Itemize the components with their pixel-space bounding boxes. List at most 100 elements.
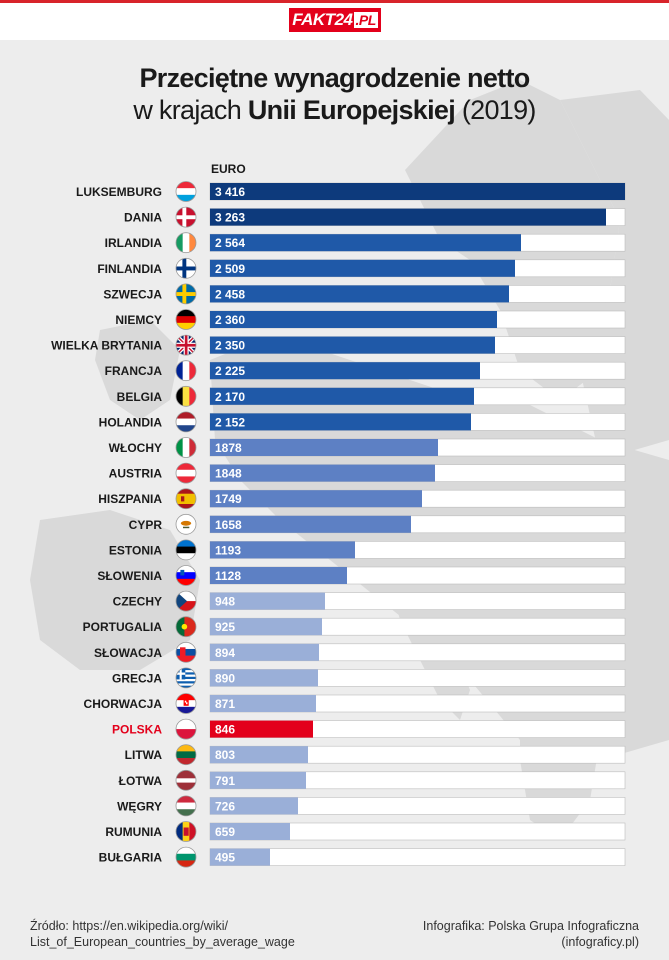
flag-outline — [175, 744, 197, 766]
logo-main-text: FAKT24 — [292, 10, 353, 29]
bar-value-label: 3 263 — [215, 211, 245, 225]
bar — [210, 183, 625, 200]
bar — [210, 643, 319, 661]
bar-value-label: 726 — [215, 799, 235, 813]
latvia-flag-icon — [176, 770, 196, 791]
bar — [210, 848, 270, 866]
netherlands-flag-icon — [176, 411, 196, 432]
austria-flag-icon — [176, 463, 196, 484]
title-line-1: Przeciętne wynagrodzenie netto — [139, 63, 530, 93]
ireland-flag-icon — [176, 232, 196, 253]
czechia-flag-icon — [176, 591, 196, 612]
bar — [210, 515, 411, 533]
flag-outline — [175, 513, 197, 535]
credit-line-2: (infograficy.pl) — [561, 935, 639, 949]
country-label: SŁOWACJA — [94, 646, 162, 660]
bar-value-label: 2 350 — [215, 339, 245, 353]
flag-outline — [175, 718, 197, 740]
country-label: ESTONIA — [109, 543, 162, 557]
country-label: POLSKA — [112, 723, 162, 737]
bar-value-label: 2 360 — [215, 313, 245, 327]
bar — [210, 669, 318, 687]
bar-value-label: 1193 — [215, 543, 241, 557]
bar-value-label: 948 — [215, 595, 235, 609]
country-label: BUŁGARIA — [99, 851, 163, 865]
slovenia-flag-icon — [176, 565, 196, 586]
title-line-2-bold: Unii Europejskiej — [247, 95, 456, 125]
country-label: RUMUNIA — [105, 825, 162, 839]
country-label: HOLANDIA — [99, 415, 163, 429]
country-label: PORTUGALIA — [83, 620, 163, 634]
top-bar: FAKT24 .PL — [0, 0, 669, 40]
luxembourg-flag-icon — [176, 181, 196, 202]
title-line-2-suffix: (2019) — [455, 95, 537, 125]
bar — [210, 695, 316, 712]
sweden-flag-icon — [176, 283, 196, 304]
hungary-flag-icon — [176, 795, 196, 816]
fakt24-logo[interactable]: FAKT24 .PL — [289, 8, 381, 32]
country-label: WĘGRY — [117, 799, 162, 813]
bar — [210, 746, 308, 764]
bar — [210, 490, 422, 508]
bar-value-label: 495 — [215, 851, 235, 865]
credit-line-1: Infografika: Polska Grupa Infograficzna — [422, 919, 639, 933]
bar — [210, 541, 355, 559]
bar-value-label: 890 — [215, 671, 235, 685]
country-label: SZWECJA — [103, 287, 162, 301]
romania-flag-icon — [176, 821, 196, 842]
flag-outline — [175, 539, 197, 561]
flag-outline — [175, 411, 197, 433]
source-note: Źródło: https://en.wikipedia.org/wiki/ L… — [30, 918, 295, 950]
bar-value-label: 925 — [215, 620, 235, 634]
flag-outline — [175, 616, 197, 638]
bar-value-label: 2 564 — [215, 236, 245, 250]
bar — [210, 285, 509, 303]
bar — [210, 720, 313, 738]
flag-outline — [175, 462, 197, 484]
bar-value-label: 2 152 — [215, 415, 245, 429]
italy-flag-icon — [176, 437, 196, 458]
france-flag-icon — [176, 360, 196, 381]
bar-value-label: 894 — [215, 646, 235, 660]
poland-flag-icon — [176, 719, 196, 740]
bar-track — [209, 848, 626, 866]
bar-value-label: 2 458 — [215, 287, 245, 301]
bar-value-label: 1878 — [215, 441, 242, 455]
logo-suffix-text: .PL — [353, 12, 378, 28]
credit-note: Infografika: Polska Grupa Infograficzna … — [423, 918, 639, 950]
flag-outline — [175, 769, 197, 791]
bar-value-label: 803 — [215, 748, 235, 762]
flag-outline — [175, 795, 197, 817]
bar-value-label: 1848 — [215, 467, 242, 481]
flag-outline — [175, 257, 197, 279]
flag-outline — [175, 437, 197, 458]
bar-value-label: 1658 — [215, 518, 242, 532]
flag-outline — [175, 334, 197, 356]
finland-flag-icon — [176, 258, 196, 279]
country-label: BELGIA — [117, 390, 163, 404]
greece-flag-icon — [176, 667, 196, 688]
portugal-flag-icon — [176, 616, 196, 637]
bar — [210, 797, 298, 815]
croatia-flag-icon — [176, 693, 196, 714]
country-label: DANIA — [124, 211, 162, 225]
bar — [210, 311, 497, 328]
bar — [210, 387, 474, 405]
bar-value-label: 2 225 — [215, 364, 245, 378]
bar — [210, 259, 515, 277]
flag-outline — [175, 206, 197, 228]
flag-outline — [175, 565, 197, 586]
bar-value-label: 871 — [215, 697, 235, 711]
flag-outline — [175, 232, 197, 254]
flag-outline — [175, 590, 197, 612]
bar — [210, 464, 435, 482]
country-label: GRECJA — [112, 671, 162, 685]
cyprus-flag-icon — [176, 514, 196, 535]
united-kingdom-flag-icon — [176, 335, 196, 356]
estonia-flag-icon — [176, 539, 196, 560]
bar-value-label: 1128 — [215, 569, 241, 583]
country-label: LUKSEMBURG — [76, 185, 162, 199]
spain-flag-icon — [176, 488, 196, 509]
flag-outline — [175, 693, 197, 714]
country-label: AUSTRIA — [109, 467, 163, 481]
